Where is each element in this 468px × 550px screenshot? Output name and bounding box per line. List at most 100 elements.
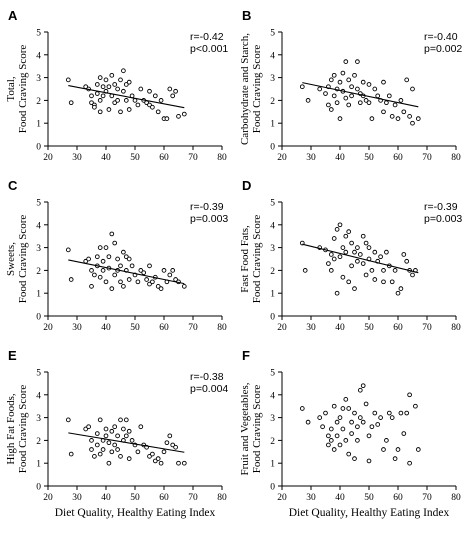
y-axis-label: Fast Food Fats,Food Craving Score: [239, 215, 263, 304]
data-point: [106, 460, 112, 466]
data-point: [92, 272, 97, 278]
data-point: [123, 98, 129, 103]
data-point: [401, 109, 407, 115]
data-point: [94, 82, 100, 87]
data-point: [158, 286, 164, 291]
data-point: [106, 107, 112, 112]
data-point: [92, 104, 97, 110]
data-point: [109, 428, 115, 434]
data-point: [372, 277, 378, 282]
y-tick-label: 4: [270, 391, 275, 401]
data-point: [103, 279, 109, 285]
x-tick-label: 70: [188, 323, 198, 333]
data-point: [89, 284, 94, 289]
data-point: [92, 454, 97, 459]
data-point: [97, 274, 103, 280]
data-point: [349, 84, 354, 90]
data-point: [334, 290, 340, 296]
data-point: [299, 406, 305, 411]
data-point: [129, 263, 135, 269]
data-point: [135, 279, 141, 285]
data-point: [343, 249, 349, 255]
data-point: [115, 447, 120, 452]
y-tick-label: 1: [36, 290, 41, 300]
stat-p: p=0.003: [424, 213, 462, 225]
data-point: [360, 383, 366, 389]
y-tick-label: 1: [36, 460, 41, 470]
data-point: [167, 433, 173, 439]
data-point: [340, 245, 346, 250]
y-tick-label: 5: [36, 29, 41, 39]
x-tick-label: 70: [188, 493, 198, 503]
data-point: [138, 424, 144, 430]
data-point: [349, 240, 354, 246]
y-tick-label: 2: [36, 437, 41, 447]
x-tick-label: 30: [306, 153, 316, 163]
data-point: [121, 68, 126, 74]
data-point: [357, 387, 363, 393]
data-point: [89, 438, 94, 443]
y-tick-label: 1: [270, 290, 275, 300]
data-point: [68, 277, 74, 282]
data-point: [372, 86, 378, 92]
data-point: [176, 114, 181, 119]
data-point: [355, 59, 360, 64]
y-axis-label-line: Food Craving Score: [251, 215, 263, 304]
stat-r: r=-0.42: [190, 31, 224, 43]
data-point: [118, 263, 123, 269]
data-point: [392, 456, 398, 461]
data-point: [328, 426, 334, 432]
data-point: [115, 433, 120, 439]
data-point: [126, 456, 132, 461]
data-point: [94, 91, 100, 96]
data-point: [372, 249, 378, 255]
x-tick-label: 30: [72, 493, 82, 503]
data-point: [115, 256, 120, 262]
data-point: [181, 284, 187, 289]
data-point: [410, 86, 415, 92]
data-point: [395, 447, 401, 452]
x-tick-label: 70: [422, 493, 432, 503]
data-point: [323, 410, 328, 416]
y-tick-label: 4: [36, 51, 41, 61]
data-point: [317, 415, 323, 420]
y-axis-label-line: Sweets,: [5, 242, 17, 276]
data-point: [337, 442, 343, 448]
x-tick-label: 80: [217, 323, 227, 333]
y-tick-label: 3: [36, 414, 41, 424]
data-point: [97, 245, 103, 250]
data-point: [328, 252, 334, 257]
data-point: [369, 424, 375, 430]
y-tick-label: 4: [270, 221, 275, 231]
x-tick-label: 80: [451, 493, 461, 503]
panel-letter: A: [8, 8, 18, 23]
panel-letter: E: [8, 348, 17, 363]
y-tick-label: 5: [36, 369, 41, 379]
data-point: [360, 419, 366, 425]
data-point: [326, 102, 331, 108]
data-point: [144, 277, 149, 282]
data-point: [352, 410, 357, 416]
x-tick-label: 50: [364, 323, 374, 333]
y-axis-label: Total,Food Craving Score: [5, 45, 29, 134]
x-tick-label: 30: [306, 323, 316, 333]
stat-r: r=-0.40: [424, 31, 458, 43]
data-point: [360, 261, 366, 266]
data-point: [305, 98, 311, 103]
data-point: [121, 88, 126, 94]
data-point: [401, 252, 407, 257]
data-point: [413, 403, 418, 409]
data-point: [346, 102, 352, 108]
data-point: [173, 88, 178, 94]
data-point: [121, 249, 126, 255]
y-tick-label: 3: [270, 74, 275, 84]
data-point: [381, 268, 386, 273]
x-tick-label: 50: [364, 153, 374, 163]
data-point: [384, 249, 389, 255]
data-point: [152, 458, 158, 464]
data-point: [103, 426, 109, 432]
data-point: [355, 258, 360, 264]
data-point: [395, 290, 401, 296]
data-point: [109, 286, 115, 291]
